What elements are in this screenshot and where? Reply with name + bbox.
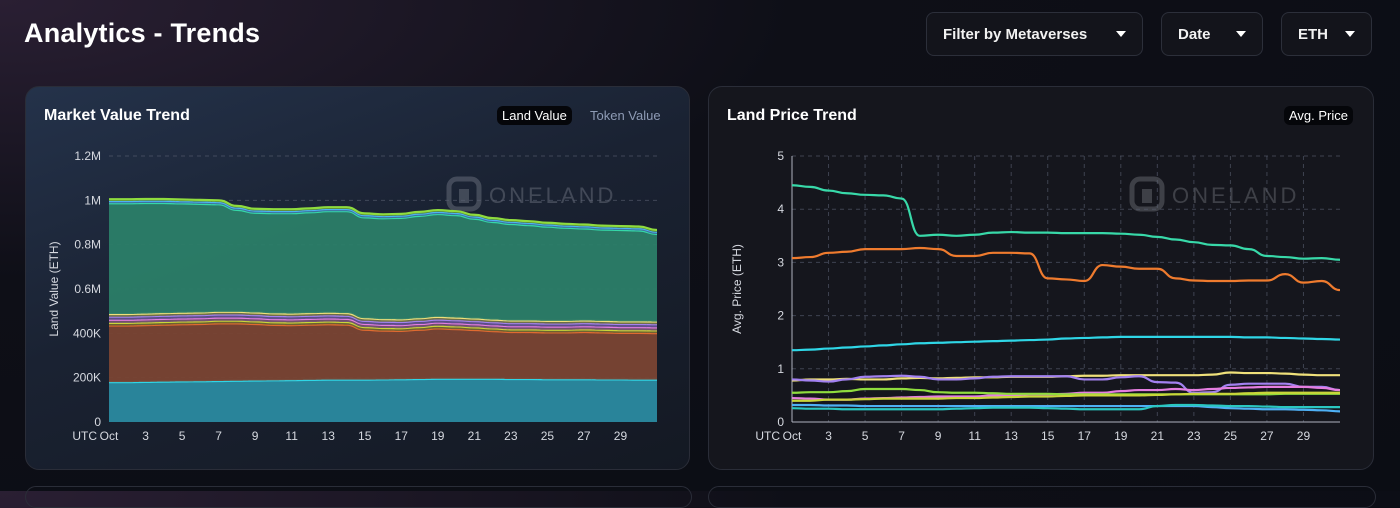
y-tick-label: 2	[777, 309, 784, 323]
y-tick-label: 0	[777, 415, 784, 429]
price-series-0	[791, 184, 1341, 261]
date-label: Date	[1178, 25, 1211, 43]
price-series-1	[791, 246, 1341, 292]
x-tick-label: 19	[431, 429, 445, 443]
y-tick-label: 0.8M	[74, 238, 101, 252]
y-tick-label: 4	[777, 202, 784, 216]
x-tick-label: 29	[614, 429, 628, 443]
x-tick-label: 25	[1224, 429, 1238, 443]
land-value-toggle[interactable]: Land Value	[497, 106, 572, 125]
x-tick-label: 7	[215, 429, 222, 443]
y-tick-label: 400K	[73, 326, 101, 340]
x-tick-label: 9	[252, 429, 259, 443]
x-tick-label: 27	[577, 429, 591, 443]
x-tick-label: 15	[358, 429, 372, 443]
area-series-8	[109, 199, 657, 232]
market-value-title: Market Value Trend	[44, 107, 190, 124]
x-tick-label: Oct	[100, 429, 119, 443]
caret-down-icon	[1345, 31, 1355, 37]
x-tick-label: 23	[504, 429, 518, 443]
oneland-watermark-text: ONELAND	[489, 183, 616, 208]
x-tick-label: 21	[1151, 429, 1165, 443]
x-axis-prefix: UTC	[755, 429, 780, 443]
y-tick-label: 1.2M	[74, 149, 101, 163]
x-tick-label: 21	[468, 429, 482, 443]
y-axis-label: Avg. Price (ETH)	[730, 244, 744, 334]
area-series-line-8	[109, 197, 658, 232]
next-card-stub	[25, 486, 692, 508]
page-title: Analytics - Trends	[24, 18, 261, 48]
x-tick-label: 3	[825, 429, 832, 443]
x-tick-label: 13	[322, 429, 336, 443]
oneland-logo-mark	[1142, 189, 1152, 203]
price-series-8	[792, 403, 1341, 413]
x-tick-label: 11	[968, 429, 981, 443]
next-card-stub	[708, 486, 1376, 508]
area-series-0	[109, 378, 657, 422]
oneland-logo-icon	[446, 176, 482, 212]
x-tick-label: 27	[1260, 429, 1274, 443]
avg-price-toggle[interactable]: Avg. Price	[1284, 106, 1354, 125]
filter-metaverses-dropdown[interactable]: Filter by Metaverses	[926, 12, 1143, 56]
price-series-2	[791, 335, 1341, 352]
area-series-1	[109, 323, 657, 383]
y-tick-label: 200K	[73, 371, 101, 385]
y-tick-label: 0	[94, 415, 101, 429]
x-tick-label: 23	[1187, 429, 1201, 443]
caret-down-icon	[1236, 31, 1246, 37]
caret-down-icon	[1116, 31, 1126, 37]
token-value-toggle[interactable]: Token Value	[590, 108, 661, 123]
area-series-6	[109, 202, 657, 322]
x-tick-label: 25	[541, 429, 555, 443]
oneland-watermark: ONELAND	[1129, 176, 1299, 212]
date-dropdown[interactable]: Date	[1161, 12, 1263, 56]
x-tick-label: 9	[935, 429, 942, 443]
x-tick-label: 15	[1041, 429, 1055, 443]
currency-label: ETH	[1298, 25, 1328, 43]
price-series-9	[791, 403, 1340, 411]
x-tick-label: 5	[179, 429, 186, 443]
oneland-watermark: ONELAND	[446, 176, 616, 212]
y-tick-label: 3	[777, 255, 784, 269]
price-series-7	[792, 391, 1340, 402]
land-price-card: Land Price Trend Avg. Price ONELAND 0 1 2 3 4…	[708, 86, 1374, 470]
x-tick-label: 29	[1297, 429, 1311, 443]
filter-metaverses-label: Filter by Metaverses	[943, 25, 1088, 43]
y-tick-label: 1M	[84, 193, 101, 207]
x-tick-label: 3	[142, 429, 149, 443]
x-tick-label: 7	[898, 429, 905, 443]
x-tick-label: 5	[862, 429, 869, 443]
market-value-card: Market Value Trend Land Value Token Valu…	[25, 86, 690, 470]
oneland-logo-mark	[459, 189, 469, 203]
x-tick-label: 17	[395, 429, 409, 443]
y-tick-label: 1	[777, 362, 784, 376]
x-tick-label: 13	[1005, 429, 1019, 443]
y-tick-label: 0.6M	[74, 282, 101, 296]
market-value-chart: ONELAND 0 200K 400K 0.6M 0.8M 1M 1.2M Oct 3 5 7 9 11 1…	[47, 149, 658, 443]
x-tick-label: 17	[1078, 429, 1092, 443]
y-tick-label: 5	[777, 149, 784, 163]
y-axis-label: Land Value (ETH)	[47, 241, 61, 336]
oneland-watermark-text: ONELAND	[1172, 183, 1299, 208]
x-tick-label: 11	[285, 429, 298, 443]
x-tick-label: Oct	[783, 429, 802, 443]
currency-dropdown[interactable]: ETH	[1281, 12, 1372, 56]
x-axis-prefix: UTC	[72, 429, 97, 443]
land-price-title: Land Price Trend	[727, 107, 857, 124]
area-series-line-5	[108, 310, 658, 323]
price-series-4	[791, 374, 1341, 394]
area-series-line-4	[109, 313, 658, 326]
x-tick-label: 19	[1114, 429, 1128, 443]
